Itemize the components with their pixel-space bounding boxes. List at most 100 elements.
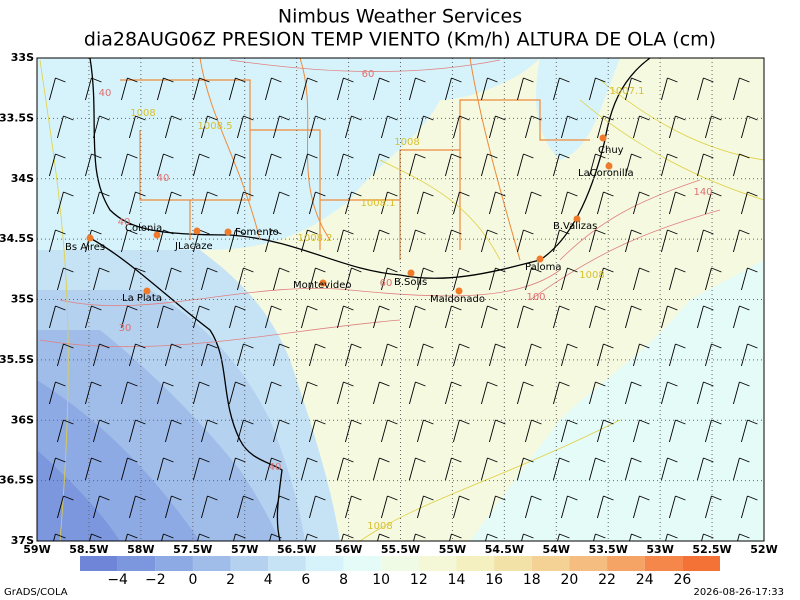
wind-barb — [737, 533, 750, 541]
colorbar-box — [155, 556, 193, 571]
wind-barb — [516, 305, 534, 329]
wind-barb — [740, 419, 758, 443]
wind-barb — [156, 229, 174, 253]
wind-barb — [344, 419, 362, 443]
lon-label: 55W — [439, 543, 466, 556]
contour-label: 1008.5 — [198, 121, 233, 132]
wind-barb — [336, 229, 354, 253]
wind-barb — [200, 495, 218, 519]
wind-barb — [416, 267, 434, 291]
city-label: Colonia — [125, 223, 162, 234]
wind-barb — [308, 419, 326, 443]
wind-barb — [200, 191, 218, 215]
title: Nimbus Weather Services — [278, 6, 522, 28]
wind-barb — [524, 267, 542, 291]
wind-barb — [120, 381, 138, 405]
colorbar-box — [418, 556, 457, 571]
contour-label: 1008 — [130, 108, 155, 119]
colorbar: −4 −2 0 2 4 6 8 10 12 14 16 18 20 22 24 26 — [80, 556, 720, 588]
wind-barb — [272, 495, 290, 519]
wind-barb — [92, 115, 110, 139]
colorbar-label: 20 — [560, 572, 578, 588]
wind-barb — [92, 343, 110, 367]
lon-label: 53W — [646, 543, 673, 556]
lat-label: 33.5S — [0, 111, 34, 124]
colorbar-box — [569, 556, 608, 571]
contour-label: 40 — [118, 217, 131, 228]
lat-label: 37S — [11, 534, 34, 547]
colorbar-box — [268, 556, 306, 571]
city-label: Paloma — [525, 262, 561, 273]
colorbar-box — [607, 556, 645, 571]
wind-barb — [380, 191, 398, 215]
colorbar-box — [343, 556, 382, 571]
wind-barb — [416, 343, 434, 367]
wind-barb — [92, 191, 110, 215]
city-dot — [153, 231, 161, 239]
wind-barb — [660, 77, 678, 101]
wind-barb — [740, 115, 758, 139]
city-label: La Plata — [122, 293, 162, 304]
wind-barb — [696, 305, 714, 329]
wind-barb — [300, 77, 318, 101]
wind-barb — [48, 457, 66, 481]
wind-barb — [560, 191, 578, 215]
city-label: Montevideo — [293, 280, 351, 291]
colorbar-label: 14 — [448, 572, 466, 588]
colorbar-box — [644, 556, 683, 571]
lon-label: 53.5W — [589, 543, 628, 556]
wind-barb — [588, 457, 606, 481]
wind-barb — [192, 153, 210, 177]
wind-barb — [236, 343, 254, 367]
wind-barb — [128, 495, 146, 519]
wind-barb — [704, 267, 722, 291]
lon-label: 56.5W — [277, 543, 316, 556]
wind-barb — [480, 77, 498, 101]
contour-label: 1008.2 — [298, 233, 333, 244]
contour-label: 40 — [269, 462, 282, 473]
wind-barb — [552, 153, 570, 177]
colorbar-label: 24 — [636, 572, 654, 588]
wind-barb — [120, 153, 138, 177]
wind-barb — [696, 457, 714, 481]
wind-barb — [624, 77, 642, 101]
wind-barb — [84, 457, 102, 481]
wind-barb — [632, 343, 650, 367]
wind-barb — [192, 381, 210, 405]
wind-barb — [480, 305, 498, 329]
lon-label: 58W — [127, 543, 154, 556]
wind-barbs — [48, 77, 758, 541]
lat-label: 34S — [11, 172, 34, 185]
city-dot — [536, 255, 544, 263]
contour-label: 40 — [157, 173, 170, 184]
lat-label: 33S — [11, 51, 34, 64]
wind-barb — [372, 381, 390, 405]
city-dot — [605, 162, 613, 170]
wind-barb — [341, 533, 354, 541]
wind-barb — [668, 495, 686, 519]
wind-barb — [344, 495, 362, 519]
wind-barb — [264, 457, 282, 481]
wind-barb — [596, 191, 614, 215]
wind-barb — [120, 77, 138, 101]
wind-barb — [588, 381, 606, 405]
wind-barb — [236, 495, 254, 519]
wind-barb — [336, 153, 354, 177]
colorbar-label: 10 — [372, 572, 390, 588]
wind-barb — [488, 191, 506, 215]
wind-barb — [372, 305, 390, 329]
wind-barb — [336, 77, 354, 101]
wind-barb — [596, 419, 614, 443]
wind-barb — [488, 267, 506, 291]
wind-barb — [56, 191, 74, 215]
wind-barb — [632, 191, 650, 215]
wind-barb — [668, 267, 686, 291]
city-dot — [319, 279, 327, 287]
lon-label: 57.5W — [173, 543, 212, 556]
wind-barb — [696, 229, 714, 253]
wind-barb — [164, 267, 182, 291]
wind-barb — [344, 267, 362, 291]
contour-label: 60 — [362, 69, 375, 80]
labels: 59W 58.5W 58W 57.5W 57W 56.5W 56W 55.5W 55W 54.5W… — [0, 51, 778, 556]
wind-barb — [629, 533, 642, 541]
